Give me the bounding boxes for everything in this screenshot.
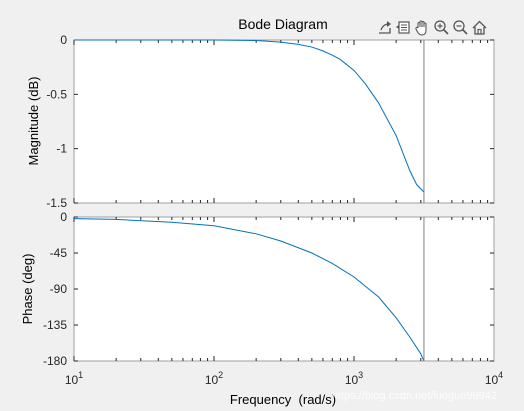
phase-axes[interactable]: [73, 216, 495, 362]
brush-icon[interactable]: [395, 19, 412, 36]
export-icon[interactable]: [376, 19, 393, 36]
zoom-in-icon[interactable]: [433, 19, 450, 36]
xtick-label: 103: [345, 370, 363, 387]
frequency-xlabel: Frequency (rad/s): [230, 392, 336, 407]
phase-ticks: 0 -45 -90 -135 -180: [43, 210, 494, 368]
xtick-label: 104: [485, 370, 503, 387]
phase-ytick-label: -180: [43, 354, 67, 368]
pan-hand-icon[interactable]: [414, 19, 431, 36]
phase-series-line: [73, 218, 425, 362]
xtick-label-base: 10: [205, 373, 219, 387]
magnitude-ytick-label: -0.5: [46, 87, 67, 101]
magnitude-ytick-label: -1.5: [46, 196, 67, 210]
magnitude-axes[interactable]: [73, 39, 495, 204]
chart-title: Bode Diagram: [238, 16, 328, 32]
xtick-label-exponent: 4: [498, 370, 503, 380]
magnitude-ticks: 0 -0.5 -1 -1.5: [46, 33, 494, 210]
xtick-label-exponent: 2: [218, 370, 223, 380]
phase-ytick-label: 0: [60, 210, 67, 224]
frequency-ticks: 101 102 103 104: [65, 40, 503, 387]
phase-ytick-label: -45: [50, 246, 68, 260]
xtick-label: 101: [65, 370, 83, 387]
magnitude-ytick-label: -1: [56, 142, 67, 156]
watermark-text: https://blog.csdn.net/luoguo99942: [332, 390, 497, 402]
xtick-label-base: 10: [485, 373, 499, 387]
phase-ytick-label: -135: [43, 318, 67, 332]
xtick-label: 102: [205, 370, 223, 387]
phase-ytick-label: -90: [50, 282, 68, 296]
magnitude-ylabel: Magnitude (dB): [26, 77, 41, 166]
phase-ylabel: Phase (deg): [20, 254, 35, 325]
magnitude-series-line: [74, 39, 425, 193]
axes-toolbar: [376, 19, 488, 36]
magnitude-ytick-label: 0: [60, 33, 67, 47]
xtick-label-exponent: 1: [78, 370, 83, 380]
xtick-label-exponent: 3: [358, 370, 363, 380]
zoom-out-icon[interactable]: [452, 19, 469, 36]
home-icon[interactable]: [471, 19, 488, 36]
xtick-label-base: 10: [345, 373, 359, 387]
xtick-label-base: 10: [65, 373, 79, 387]
